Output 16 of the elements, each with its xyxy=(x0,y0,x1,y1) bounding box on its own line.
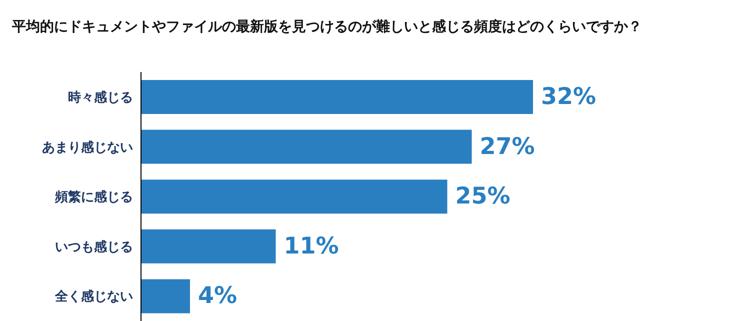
bar xyxy=(141,229,276,264)
y-tick-label: いつも感じる xyxy=(55,238,133,255)
bar xyxy=(141,80,533,114)
data-label: 32% xyxy=(541,84,596,110)
data-label: 27% xyxy=(480,134,535,160)
y-tick-label: 全く感じない xyxy=(54,288,133,305)
bar xyxy=(141,279,190,314)
y-tick-label: 頻繁に感じる xyxy=(54,189,133,206)
chart-title: 平均的にドキュメントやファイルの最新版を見つけるのが難しいと感じる頻度はどのくらいですか？ xyxy=(12,18,642,36)
data-label: 4% xyxy=(198,283,238,310)
bar xyxy=(141,180,448,214)
data-label: 25% xyxy=(455,184,510,210)
y-tick-label: あまり感じない xyxy=(42,139,133,156)
data-label: 11% xyxy=(284,233,339,260)
y-tick-label: 時々感じる xyxy=(68,90,133,106)
bar xyxy=(141,130,472,164)
